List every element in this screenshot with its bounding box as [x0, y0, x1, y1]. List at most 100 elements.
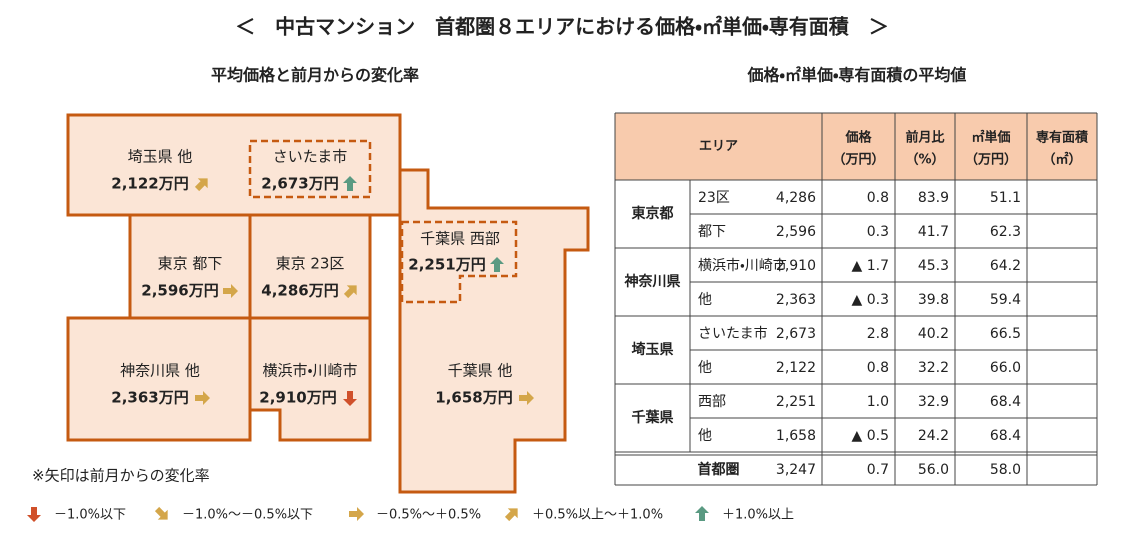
- cell-value: 0.8: [867, 190, 889, 206]
- legend-label: －0.5%～＋0.5%: [376, 508, 481, 523]
- cell-value: 51.1: [990, 190, 1021, 206]
- page-title: ＜ 中古マンション 首都圏８エリアにおける価格・㎡単価・専有面積 ＞: [235, 15, 889, 39]
- table-header: 前月比: [905, 130, 944, 146]
- group-name: 東京都: [632, 205, 674, 222]
- area-name: 東京 23区: [276, 255, 345, 273]
- legend-label: －1.0%以下: [54, 508, 126, 523]
- area-price: 2,910万円: [259, 389, 336, 407]
- arrow-icon: [154, 506, 168, 520]
- arrow-icon: [223, 284, 238, 298]
- cell-value: 59.4: [990, 292, 1021, 308]
- region: [398, 168, 590, 494]
- cell-value: 45.3: [918, 258, 949, 274]
- table-header: （万円）: [965, 152, 1017, 168]
- region-outline: [400, 220, 518, 304]
- area-price: 2,251万円: [408, 256, 485, 274]
- row-name: 他: [698, 292, 712, 308]
- cell-value: 40.2: [918, 326, 949, 342]
- cell-value: ▲ 0.5: [852, 428, 889, 444]
- region: [128, 213, 252, 320]
- area-price: 2,596万円: [141, 282, 218, 300]
- row-name: 西部: [698, 394, 726, 410]
- legend-label: ＋1.0%以上: [722, 508, 794, 523]
- arrow-icon: [195, 391, 210, 405]
- row-name: 他: [698, 428, 712, 444]
- cell-value: 2,596: [776, 224, 816, 240]
- table-header: 専有面積: [1036, 130, 1089, 146]
- cell-value: 2,251: [776, 394, 816, 410]
- row-name: 横浜市・川崎市: [698, 258, 787, 274]
- arrow-icon: [343, 285, 357, 299]
- area-name: 神奈川県 他: [120, 362, 200, 380]
- cell-value: 1.0: [867, 394, 889, 410]
- cell-value: 24.2: [918, 428, 949, 444]
- arrow-icon: [27, 507, 41, 522]
- row-name: 他: [698, 360, 712, 376]
- region: [66, 316, 252, 442]
- table: エリア 価格 （万円） 前月比 （%） ㎡単価 （万円） 専有面積 （㎡） 東京都 23区 4,286…: [614, 112, 1098, 486]
- group-name: 埼玉県: [632, 341, 674, 358]
- total-value: 3,247: [776, 462, 816, 478]
- table-header: （万円）: [832, 152, 884, 168]
- cell-value: 64.2: [990, 258, 1021, 274]
- arrow-icon: [695, 506, 709, 521]
- arrow-icon: [504, 508, 518, 522]
- cell-value: 0.8: [867, 360, 889, 376]
- cell-value: 68.4: [990, 428, 1021, 444]
- area-name: 千葉県 他: [448, 362, 513, 380]
- cell-value: 2,673: [776, 326, 816, 342]
- region: [248, 316, 372, 442]
- arrow-icon: [490, 257, 504, 272]
- cell-value: 68.4: [990, 394, 1021, 410]
- row-name: さいたま市: [698, 326, 768, 342]
- cell-value: 41.7: [918, 224, 949, 240]
- cell-value: 66.5: [990, 326, 1021, 342]
- cell-value: 32.9: [918, 394, 949, 410]
- table-header: 価格: [844, 130, 872, 146]
- total-value: 0.7: [867, 462, 889, 478]
- cell-value: 4,286: [776, 190, 816, 206]
- arrow-icon: [343, 176, 357, 191]
- group-name: 神奈川県: [624, 273, 681, 290]
- arrow-icon: [519, 391, 534, 405]
- arrow-icon: [194, 178, 208, 192]
- cell-value: 66.0: [990, 360, 1021, 376]
- cell-value: ▲ 0.3: [852, 292, 889, 308]
- table-title: 価格・㎡単価・専有面積の平均値: [747, 66, 967, 85]
- area-name: 東京 都下: [158, 255, 223, 273]
- total-name: 首都圏: [698, 461, 740, 478]
- table-header: （㎡）: [1042, 152, 1081, 168]
- row-name: 23区: [698, 190, 730, 206]
- row-name: 都下: [698, 224, 726, 240]
- cell-value: 2,910: [776, 258, 816, 274]
- total-value: 56.0: [918, 462, 949, 478]
- legend-label: －1.0%～－0.5%以下: [182, 508, 313, 523]
- cell-value: 2,363: [776, 292, 816, 308]
- region: [66, 113, 402, 217]
- region-outline: [248, 139, 372, 199]
- arrow-icon: [349, 507, 364, 521]
- table-header: エリア: [699, 139, 738, 154]
- table-header: （%）: [905, 152, 944, 168]
- area-price: 2,122万円: [111, 175, 188, 193]
- cell-value: 32.2: [918, 360, 949, 376]
- note: ※矢印は前月からの変化率: [32, 467, 210, 485]
- cell-value: 83.9: [918, 190, 949, 206]
- region: [248, 213, 372, 320]
- group-name: 千葉県: [632, 409, 674, 426]
- cell-value: 39.8: [918, 292, 949, 308]
- area-name: さいたま市: [273, 148, 348, 166]
- cell-value: 62.3: [990, 224, 1021, 240]
- cell-value: 1,658: [776, 428, 816, 444]
- cell-value: 2.8: [867, 326, 889, 342]
- legend-label: ＋0.5%以上～＋1.0%: [532, 508, 663, 523]
- area-price: 4,286万円: [261, 282, 338, 300]
- area-name: 横浜市・川崎市: [262, 362, 357, 380]
- area-price: 2,363万円: [111, 389, 188, 407]
- area-name: 千葉県 西部: [420, 230, 500, 248]
- cell-value: ▲ 1.7: [852, 258, 889, 274]
- area-price: 1,658万円: [435, 389, 512, 407]
- arrow-icon: [343, 391, 357, 406]
- table-header-bg: [615, 113, 1097, 180]
